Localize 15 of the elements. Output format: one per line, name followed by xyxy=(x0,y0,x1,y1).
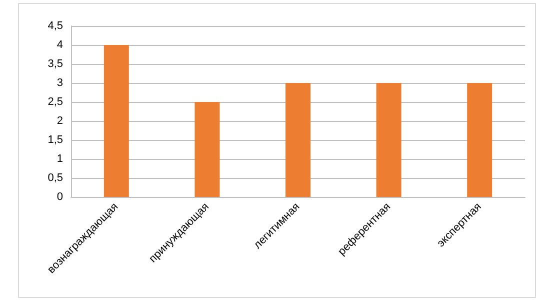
y-tick-label: 4 xyxy=(56,39,63,51)
bar xyxy=(286,83,310,197)
y-tick-label: 0,5 xyxy=(48,172,63,184)
bar xyxy=(467,83,492,197)
y-tick-label: 3 xyxy=(56,77,63,89)
y-tick-label: 2,5 xyxy=(48,96,63,108)
bar xyxy=(376,83,402,197)
y-tick-label: 4,5 xyxy=(48,20,63,32)
y-tick-label: 2 xyxy=(56,115,63,127)
y-tick-label: 1,5 xyxy=(48,134,63,146)
bar xyxy=(194,102,220,197)
bar xyxy=(104,45,129,197)
y-tick-label: 3,5 xyxy=(48,58,63,70)
y-tick-label: 0 xyxy=(56,191,63,203)
y-tick-label: 1 xyxy=(56,153,63,165)
